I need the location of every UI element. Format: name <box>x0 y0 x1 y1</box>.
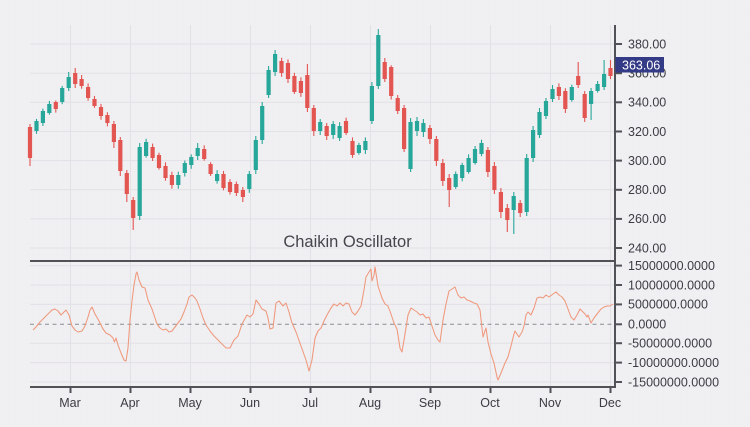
svg-text:340.00: 340.00 <box>628 96 666 110</box>
svg-text:300.00: 300.00 <box>628 154 666 168</box>
svg-text:Jul: Jul <box>302 396 318 410</box>
svg-text:320.00: 320.00 <box>628 125 666 139</box>
svg-text:Chaikin Oscillator: Chaikin Oscillator <box>283 233 412 251</box>
svg-text:Jun: Jun <box>240 396 260 410</box>
svg-text:Aug: Aug <box>359 396 381 410</box>
svg-text:0.0000: 0.0000 <box>628 318 666 332</box>
svg-text:Nov: Nov <box>539 396 562 410</box>
svg-text:-15000000.0000: -15000000.0000 <box>628 375 719 389</box>
svg-text:10000000.0000: 10000000.0000 <box>628 278 715 292</box>
svg-text:15000000.0000: 15000000.0000 <box>628 259 715 273</box>
svg-text:Apr: Apr <box>120 396 139 410</box>
svg-text:-10000000.0000: -10000000.0000 <box>628 356 719 370</box>
svg-text:May: May <box>178 396 202 410</box>
svg-text:Dec: Dec <box>599 396 621 410</box>
svg-text:5000000.0000: 5000000.0000 <box>628 298 708 312</box>
svg-text:380.00: 380.00 <box>628 37 666 51</box>
svg-text:Sep: Sep <box>419 396 441 410</box>
svg-text:-5000000.0000: -5000000.0000 <box>628 337 712 351</box>
svg-text:240.00: 240.00 <box>628 241 666 255</box>
svg-text:363.06: 363.06 <box>622 58 660 72</box>
svg-text:280.00: 280.00 <box>628 183 666 197</box>
svg-text:Oct: Oct <box>480 396 500 410</box>
svg-text:Mar: Mar <box>59 396 81 410</box>
svg-text:260.00: 260.00 <box>628 212 666 226</box>
